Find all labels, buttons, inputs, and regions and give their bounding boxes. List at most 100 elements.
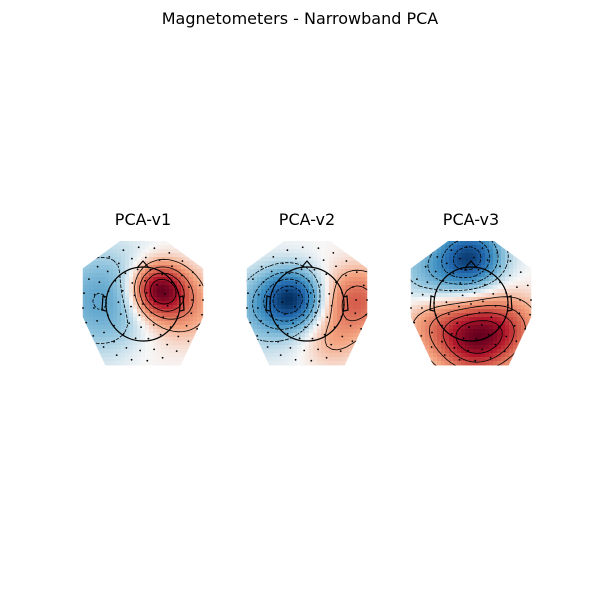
field-cell [121,293,126,298]
field-cell [477,313,482,318]
field-cell [453,253,458,258]
field-cell [517,245,522,250]
field-cell [161,365,166,366]
field-cell [285,369,289,373]
field-cell [517,281,522,286]
field-cell [505,337,510,342]
field-cell [133,337,138,342]
field-cell [89,353,94,358]
field-cell [257,361,262,366]
field-cell [489,345,494,350]
field-cell [161,369,165,373]
field-cell [357,309,362,314]
field-cell [537,261,541,265]
field-cell [309,301,314,306]
field-cell [77,245,81,249]
field-cell [246,305,250,310]
field-cell [257,345,262,350]
sensor-dot [434,270,437,273]
field-cell [181,265,186,270]
field-cell [205,345,209,349]
field-cell [281,305,286,310]
field-cell [405,297,409,301]
field-cell [321,309,326,314]
field-cell [325,281,330,286]
field-cell [537,249,541,253]
field-cell [445,297,450,302]
field-cell [205,317,209,321]
field-cell [329,285,334,290]
field-cell [265,285,270,290]
field-cell [521,329,526,334]
field-cell [89,317,94,322]
field-cell [181,245,186,250]
field-cell [361,369,365,373]
field-cell [445,249,450,254]
field-cell [125,257,130,262]
field-cell [193,353,198,358]
field-cell [185,241,190,246]
field-cell [413,361,418,366]
field-cell [261,369,265,373]
field-cell [481,293,486,298]
field-cell [329,249,334,254]
field-cell [165,285,170,290]
field-cell [341,261,346,266]
field-cell [101,369,105,373]
field-cell [77,357,81,361]
field-cell [177,241,182,246]
field-cell [425,293,430,298]
field-cell [445,253,450,258]
field-cell [525,317,530,322]
field-cell [145,293,150,298]
field-cell [465,289,470,294]
field-cell [77,269,81,273]
field-cell [241,333,245,337]
field-cell [481,305,486,310]
field-cell [73,269,77,273]
field-cell [161,273,166,278]
field-cell [121,297,126,302]
field-cell [101,309,106,314]
sensor-dot [505,335,508,338]
field-cell [173,341,178,346]
field-cell [473,297,478,302]
field-cell [169,265,174,270]
field-cell [325,293,330,298]
field-cell [269,349,274,354]
field-cell [425,333,430,338]
field-cell [246,281,250,286]
field-cell [85,273,90,278]
field-cell [361,309,366,314]
field-cell [241,305,245,309]
field-cell [209,317,213,321]
field-cell [297,321,302,326]
field-cell [165,329,170,334]
field-cell [517,301,522,306]
field-cell [253,257,258,262]
field-cell [121,369,125,373]
sensor-dot [166,304,169,307]
field-cell [281,349,286,354]
field-cell [261,253,266,258]
field-cell [197,253,202,258]
field-cell [410,341,414,346]
field-cell [365,285,368,290]
field-cell [437,261,442,266]
field-cell [485,301,490,306]
field-cell [441,297,446,302]
field-cell [477,333,482,338]
field-cell [117,317,122,322]
field-cell [321,333,326,338]
field-cell [485,309,490,314]
field-cell [133,341,138,346]
field-cell [141,333,146,338]
field-cell [453,357,458,362]
field-cell [445,313,450,318]
field-cell [369,341,373,345]
field-cell [301,365,306,366]
field-cell [265,257,270,262]
sensor-dot [503,350,506,352]
field-cell [89,345,94,350]
field-cell [485,245,490,250]
